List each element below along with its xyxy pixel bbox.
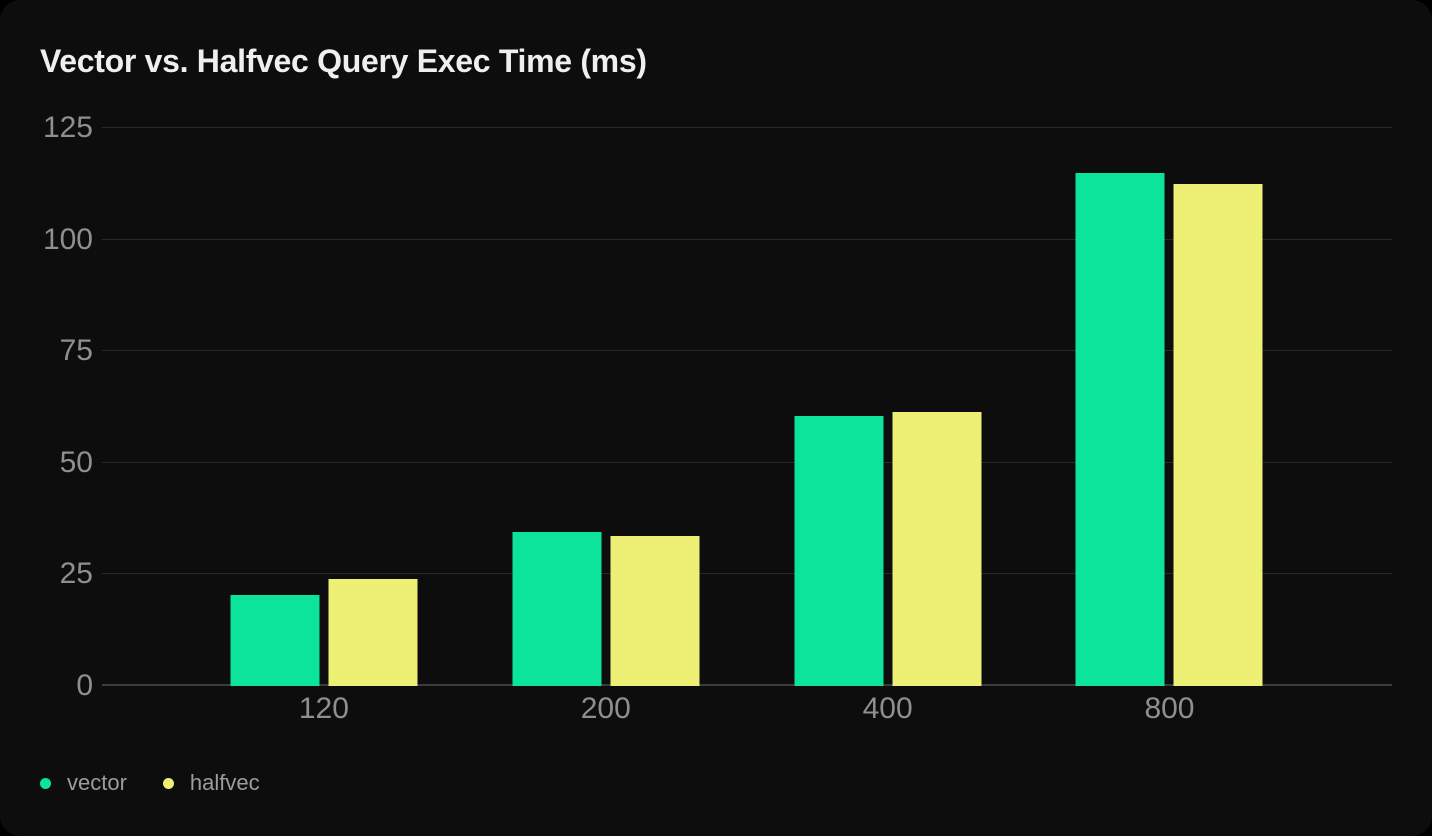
y-tick-label-100: 100 xyxy=(42,222,93,256)
bar-group-400 xyxy=(794,128,982,686)
gridline-125 xyxy=(102,127,1392,128)
gridline-100 xyxy=(102,238,1392,240)
bar-halfvec-120[interactable] xyxy=(328,579,418,686)
legend-item-halfvec[interactable]: halfvec xyxy=(162,770,260,796)
x-tick-label-400: 400 xyxy=(862,692,913,725)
bar-vector-800[interactable] xyxy=(1075,172,1165,686)
bar-vector-400[interactable] xyxy=(794,415,884,686)
y-tick-label-125: 125 xyxy=(42,111,93,144)
legend-item-vector[interactable]: vector xyxy=(40,770,127,796)
chart-title: Vector vs. Halfvec Query Exec Time (ms) xyxy=(40,43,647,79)
x-tick-label-800: 800 xyxy=(1144,692,1195,725)
y-tick-label-25: 25 xyxy=(59,557,93,591)
bar-group-200 xyxy=(512,128,700,686)
bar-vector-120[interactable] xyxy=(230,595,320,686)
bar-vector-200[interactable] xyxy=(512,532,602,686)
bar-group-120 xyxy=(230,128,418,686)
plot-area: 0 25 50 75 100 125 120 200 400 800 xyxy=(43,113,1392,724)
y-tick-label-75: 75 xyxy=(59,334,93,368)
bar-group-800 xyxy=(1075,128,1263,686)
gridline-50 xyxy=(102,461,1392,463)
x-tick-label-200: 200 xyxy=(580,692,631,725)
y-tick-label-50: 50 xyxy=(59,445,93,479)
legend-label-vector: vector xyxy=(67,770,127,795)
legend-dot-vector-icon xyxy=(40,777,51,789)
legend-label-halfvec: halfvec xyxy=(189,770,260,795)
x-axis-baseline xyxy=(102,684,1392,686)
bar-halfvec-800[interactable] xyxy=(1173,183,1263,686)
y-tick-label-0: 0 xyxy=(76,669,93,702)
gridline-75 xyxy=(102,350,1392,352)
gridline-25 xyxy=(102,573,1392,575)
legend: vector halfvec xyxy=(40,770,260,796)
legend-dot-halfvec-icon xyxy=(162,777,174,789)
bar-halfvec-200[interactable] xyxy=(610,536,700,686)
bar-halfvec-400[interactable] xyxy=(892,411,982,686)
x-tick-label-120: 120 xyxy=(298,692,349,725)
